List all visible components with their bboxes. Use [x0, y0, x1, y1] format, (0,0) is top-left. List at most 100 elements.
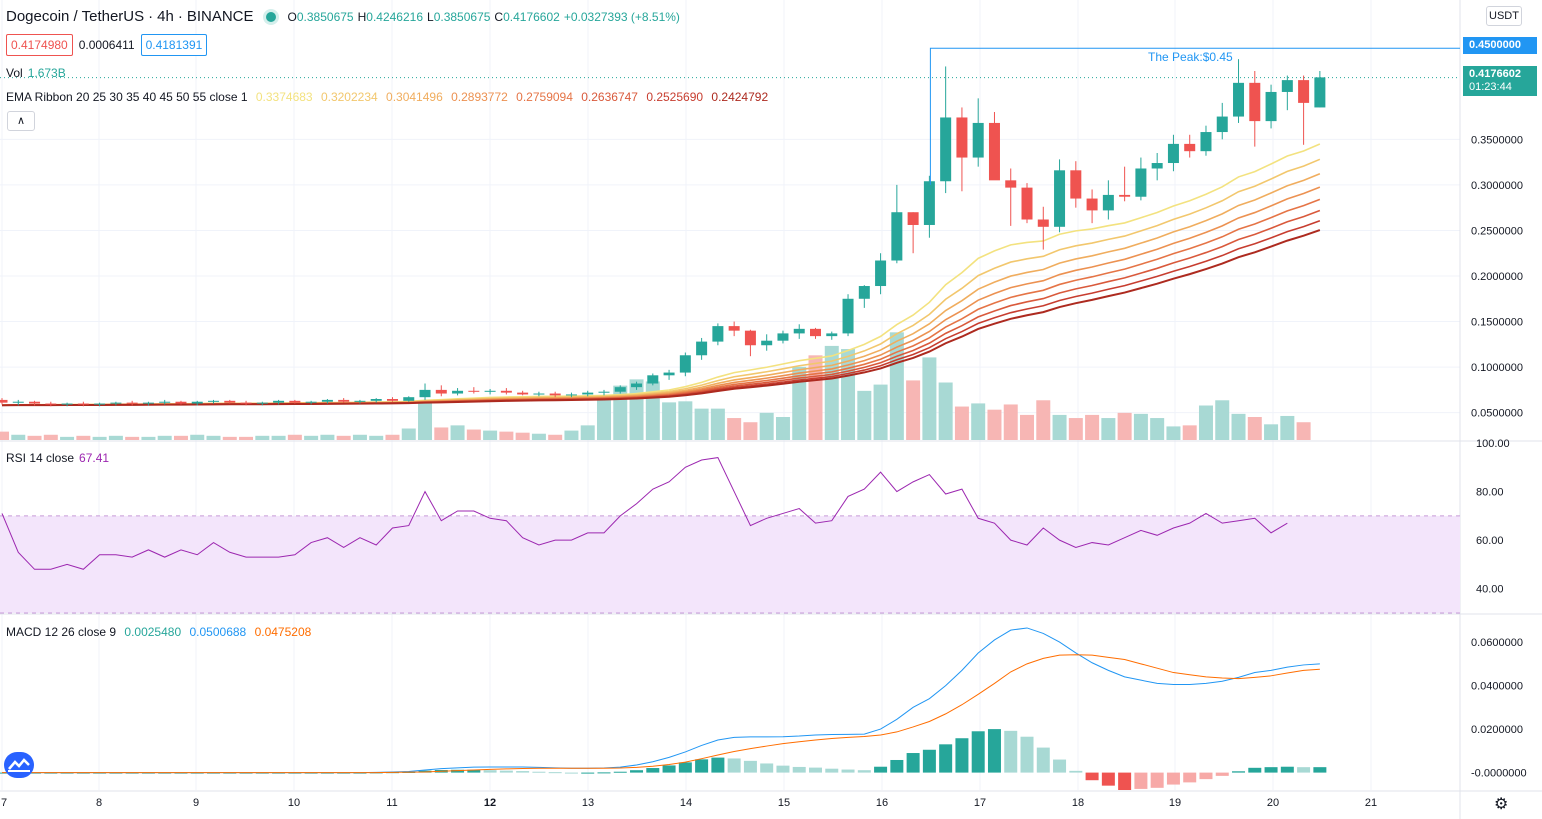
macd-histogram-bar	[499, 770, 513, 773]
candle-body	[175, 401, 187, 404]
chevron-up-icon[interactable]: ∧	[7, 111, 35, 131]
symbol-name[interactable]: Dogecoin / TetherUS	[6, 8, 145, 25]
volume-bar	[271, 435, 286, 440]
candle-body	[419, 389, 431, 398]
candle-body	[891, 212, 903, 261]
exchange: BINANCE	[186, 8, 254, 25]
candle-body	[305, 401, 317, 403]
volume-bar	[1247, 417, 1262, 440]
ema-ribbon-legend[interactable]: EMA Ribbon 20 25 30 35 40 45 50 55 close…	[6, 90, 773, 104]
tradingview-logo-icon[interactable]	[4, 752, 34, 778]
candle-body	[582, 392, 594, 395]
macd-histogram-bar	[1183, 772, 1197, 783]
ema-ribbon-line	[1, 186, 1321, 407]
macd-histogram-bar	[841, 769, 855, 773]
macd-tick-label: 0.0400000	[1471, 681, 1523, 693]
ema-ribbon-label: EMA Ribbon 20 25 30 35 40 45 50 55 close…	[6, 90, 248, 104]
candle-body	[386, 399, 398, 401]
rsi-legend[interactable]: RSI 14 close 67.41	[6, 451, 114, 465]
rsi-band	[0, 515, 1460, 613]
candle-body	[1054, 170, 1066, 227]
buy-button[interactable]: 0.4181391	[140, 34, 208, 56]
time-tick-label: 18	[1072, 797, 1084, 809]
candle-body	[126, 402, 138, 404]
macd-histogram-bar	[1248, 767, 1262, 773]
volume-bar	[190, 434, 205, 440]
peak-price-label: 0.4500000	[1463, 37, 1537, 54]
macd-histogram-bar	[548, 772, 562, 774]
macd-histogram-bar	[1101, 772, 1115, 786]
macd-histogram-bar	[581, 772, 595, 774]
macd-histogram-bar	[955, 738, 969, 773]
time-tick-label: 8	[96, 797, 102, 809]
macd-histogram-bar	[1313, 767, 1327, 773]
gear-icon[interactable]: ⚙	[1494, 796, 1509, 813]
volume-bar	[1003, 404, 1018, 440]
macd-histogram-bar	[760, 763, 774, 773]
time-tick-label: 19	[1169, 797, 1181, 809]
macd-histogram-bar	[597, 772, 611, 774]
sell-button[interactable]: 0.4174980	[6, 34, 73, 56]
volume-bar	[1150, 418, 1165, 440]
macd-histogram-bar	[825, 768, 839, 773]
candle-body	[77, 403, 89, 405]
candle-body	[647, 375, 659, 384]
candle-body	[468, 390, 480, 392]
macd-histogram-bar	[1280, 766, 1294, 773]
macd-line-value: 0.0500688	[189, 625, 247, 639]
price-tick-label: 0.2000000	[1471, 271, 1523, 283]
macd-histogram-bar	[1118, 772, 1132, 790]
interval[interactable]: 4h	[157, 8, 174, 25]
macd-histogram-bar	[809, 767, 822, 773]
volume-bar	[304, 435, 319, 440]
candle-body	[793, 328, 805, 334]
trade-row: 0.4174980 0.0006411 0.4181391	[6, 34, 208, 56]
candle-body	[500, 390, 512, 393]
volume-legend[interactable]: Vol 1.673B	[6, 66, 71, 80]
candle-body	[29, 401, 41, 404]
macd-histogram-bar	[727, 758, 741, 773]
macd-hist-value: 0.0025480	[124, 625, 182, 639]
macd-histogram-bar	[922, 749, 936, 773]
macd-histogram-bar	[483, 770, 497, 773]
volume-bar	[418, 402, 433, 440]
volume-bar	[385, 434, 400, 440]
currency-button[interactable]: USDT	[1486, 6, 1522, 26]
macd-histogram-bar	[971, 731, 985, 773]
volume-bar	[1182, 425, 1197, 440]
macd-histogram-bar	[792, 766, 806, 773]
volume-bar	[662, 402, 677, 440]
volume-bar	[239, 436, 254, 440]
close-value: 0.4176602	[503, 9, 560, 24]
macd-histogram-bar	[776, 765, 790, 773]
macd-histogram-bar	[678, 762, 692, 773]
rsi-tick-label: 100.00	[1476, 438, 1510, 450]
candle-body	[45, 403, 57, 405]
macd-histogram-bar	[1085, 772, 1099, 781]
macd-histogram-bar	[451, 769, 465, 773]
volume-bar	[434, 427, 449, 440]
candle-body	[517, 392, 529, 395]
time-tick-label: 14	[680, 797, 692, 809]
candle-body	[1216, 116, 1228, 133]
macd-legend[interactable]: MACD 12 26 close 9 0.0025480 0.0500688 0…	[6, 625, 316, 639]
time-tick-label: 15	[778, 797, 790, 809]
macd-histogram-bar	[564, 772, 578, 774]
candle-body	[663, 372, 675, 376]
macd-histogram-bar	[743, 760, 757, 773]
high-label: H	[357, 9, 367, 24]
volume-bar	[515, 432, 530, 440]
volume-bar	[710, 408, 725, 440]
volume-bar	[450, 425, 465, 440]
candle-body	[1281, 80, 1293, 92]
candle-body	[338, 399, 350, 402]
ema-value: 0.2893772	[451, 90, 508, 104]
candle-body	[1119, 194, 1131, 197]
macd-histogram-bar	[532, 771, 546, 773]
candle-body	[452, 390, 464, 394]
macd-histogram-bar	[1166, 772, 1180, 785]
open-value: 0.3850675	[296, 9, 354, 24]
ema-ribbon-line	[1, 143, 1321, 406]
volume-bar	[1231, 413, 1246, 440]
